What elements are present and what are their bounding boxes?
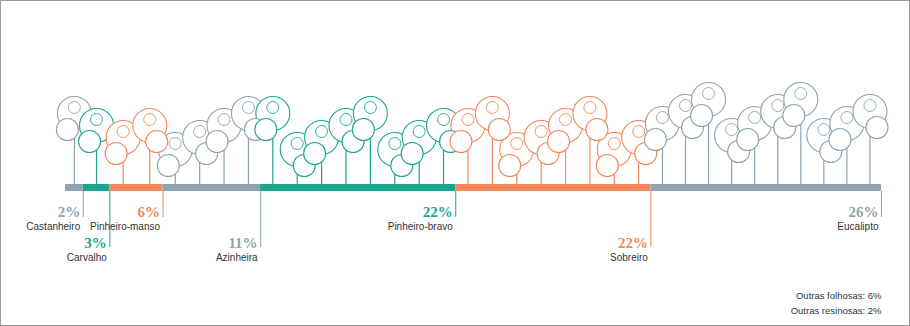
svg-text:Eucalipto: Eucalipto: [837, 221, 879, 232]
svg-text:Pinheiro-bravo: Pinheiro-bravo: [388, 221, 453, 232]
svg-text:Outras resinosas: 2%: Outras resinosas: 2%: [791, 305, 882, 316]
svg-text:Pinheiro-manso: Pinheiro-manso: [90, 221, 160, 232]
svg-text:Sobreiro: Sobreiro: [610, 252, 648, 263]
svg-text:2%: 2%: [58, 204, 81, 220]
svg-text:22%: 22%: [423, 204, 453, 220]
svg-text:Carvalho: Carvalho: [67, 252, 107, 263]
svg-text:Castanheiro: Castanheiro: [26, 221, 80, 232]
svg-text:6%: 6%: [138, 204, 161, 220]
svg-text:Outras folhosas: 6%: Outras folhosas: 6%: [796, 290, 882, 301]
svg-text:11%: 11%: [228, 235, 257, 251]
svg-text:Azinheira: Azinheira: [216, 252, 258, 263]
svg-text:3%: 3%: [84, 235, 107, 251]
svg-text:26%: 26%: [849, 204, 879, 220]
svg-text:22%: 22%: [618, 235, 648, 251]
